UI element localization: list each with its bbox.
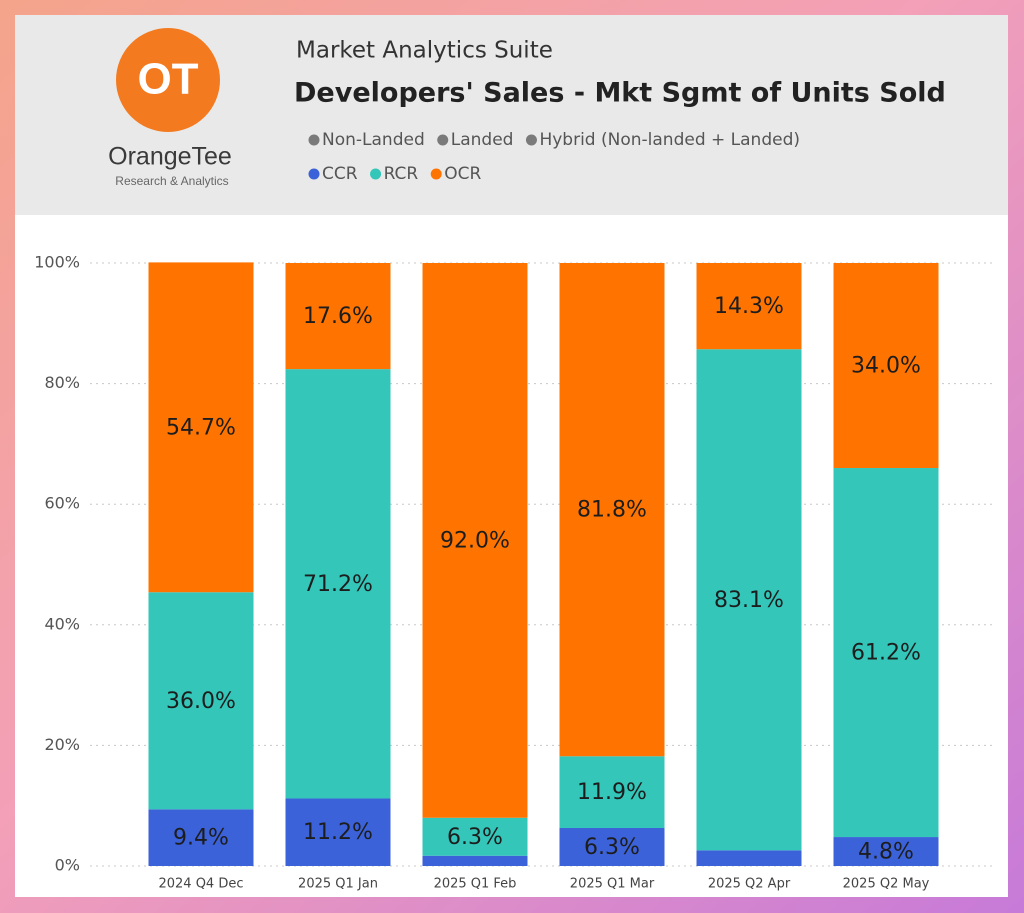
data-label: 17.6%: [303, 304, 373, 329]
bar-segment: [559, 263, 665, 757]
x-tick-label: 2025 Q1 Feb: [434, 877, 517, 892]
legend-dot: [430, 168, 442, 180]
x-tick-label: 2025 Q1 Mar: [570, 877, 655, 892]
bar-segment: [559, 828, 665, 866]
data-label: 81.8%: [577, 498, 647, 523]
x-tick-label: 2024 Q4 Dec: [158, 877, 243, 892]
data-label: 11.9%: [577, 780, 647, 805]
bar-segment: [833, 837, 939, 866]
bar-segment: [696, 263, 802, 350]
y-tick-label: 60%: [44, 494, 80, 513]
data-label: 92.0%: [440, 528, 510, 553]
bar-segment: [559, 756, 665, 829]
filter-label: Hybrid (Non-landed + Landed): [539, 130, 800, 150]
chart-title: Developers' Sales - Mkt Sgmt of Units So…: [294, 78, 946, 109]
data-label: 61.2%: [851, 641, 921, 666]
filter-dot: [437, 134, 449, 146]
logo-name: OrangeTee: [108, 143, 232, 171]
bar-segment: [833, 468, 939, 838]
legend-label: OCR: [444, 164, 481, 184]
bar-segment: [148, 262, 254, 593]
bar-segment: [285, 263, 391, 370]
y-tick-label: 40%: [44, 614, 80, 633]
filter-label: Landed: [451, 130, 514, 150]
subtitle: Market Analytics Suite: [296, 38, 553, 64]
y-tick-label: 80%: [44, 373, 80, 392]
data-label: 71.2%: [303, 572, 373, 597]
y-tick-label: 0%: [55, 856, 80, 875]
logo-tagline: Research & Analytics: [115, 174, 228, 188]
bar-segment: [696, 850, 802, 866]
x-tick-label: 2025 Q2 May: [843, 877, 930, 892]
bar-segment: [422, 817, 528, 856]
data-label: 34.0%: [851, 354, 921, 379]
data-label: 36.0%: [166, 689, 236, 714]
legend-label: CCR: [322, 164, 358, 184]
legend-dot: [370, 168, 382, 180]
bar-segment: [285, 798, 391, 866]
filter-dot: [308, 134, 320, 146]
bar-segment: [148, 592, 254, 810]
x-tick-label: 2025 Q2 Apr: [708, 877, 791, 892]
legend-dot: [308, 168, 320, 180]
logo-letters: OT: [137, 55, 198, 104]
x-tick-label: 2025 Q1 Jan: [298, 877, 378, 892]
bar-segment: [285, 369, 391, 799]
bar-segment: [148, 809, 254, 866]
filter-label: Non-Landed: [322, 130, 425, 150]
y-tick-label: 20%: [44, 735, 80, 754]
data-label: 11.2%: [303, 820, 373, 845]
bar-segment: [422, 263, 528, 818]
bar-segment: [422, 855, 528, 866]
data-label: 14.3%: [714, 294, 784, 319]
bar-segment: [833, 263, 939, 469]
filter-dot: [525, 134, 537, 146]
data-label: 6.3%: [584, 835, 640, 860]
data-label: 4.8%: [858, 840, 914, 865]
bar-segment: [696, 349, 802, 851]
data-label: 54.7%: [166, 415, 236, 440]
data-label: 83.1%: [714, 588, 784, 613]
data-label: 6.3%: [447, 825, 503, 850]
logo-mark: [116, 28, 220, 132]
legend-label: RCR: [384, 164, 419, 184]
data-label: 9.4%: [173, 826, 229, 851]
y-tick-label: 100%: [34, 253, 80, 272]
